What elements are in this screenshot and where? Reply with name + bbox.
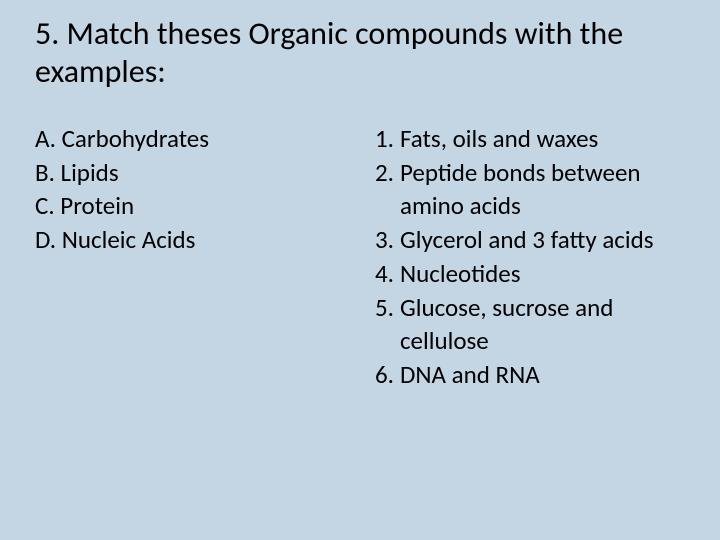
slide-title: 5. Match theses Organic compounds with t… [35,15,690,92]
list-item: B. Lipids [35,156,355,190]
list-item: 4. Nucleotides [375,257,690,291]
item-text: Glycerol and 3 fatty acids [400,223,690,257]
slide: 5. Match theses Organic compounds with t… [0,0,720,540]
item-number: 3. [375,223,394,257]
content-columns: A. Carbohydrates B. Lipids C. Protein D.… [35,122,690,392]
list-item: 5. Glucose, sucrose and cellulose [375,291,690,359]
item-number: 5. [375,291,394,359]
item-text: Glucose, sucrose and cellulose [400,291,690,359]
list-item: 6. DNA and RNA [375,358,690,392]
item-number: 4. [375,257,394,291]
list-item: 2. Peptide bonds between amino acids [375,156,690,224]
item-text: Peptide bonds between amino acids [400,156,690,224]
item-text: Nucleotides [400,257,690,291]
right-column: 1. Fats, oils and waxes 2. Peptide bonds… [375,122,690,392]
left-column: A. Carbohydrates B. Lipids C. Protein D.… [35,122,355,392]
list-item: 1. Fats, oils and waxes [375,122,690,156]
item-text: Fats, oils and waxes [400,122,690,156]
item-number: 2. [375,156,394,224]
list-item: 3. Glycerol and 3 fatty acids [375,223,690,257]
list-item: C. Protein [35,189,355,223]
item-text: DNA and RNA [400,358,690,392]
item-number: 1. [375,122,394,156]
list-item: D. Nucleic Acids [35,223,355,257]
item-number: 6. [375,358,394,392]
list-item: A. Carbohydrates [35,122,355,156]
